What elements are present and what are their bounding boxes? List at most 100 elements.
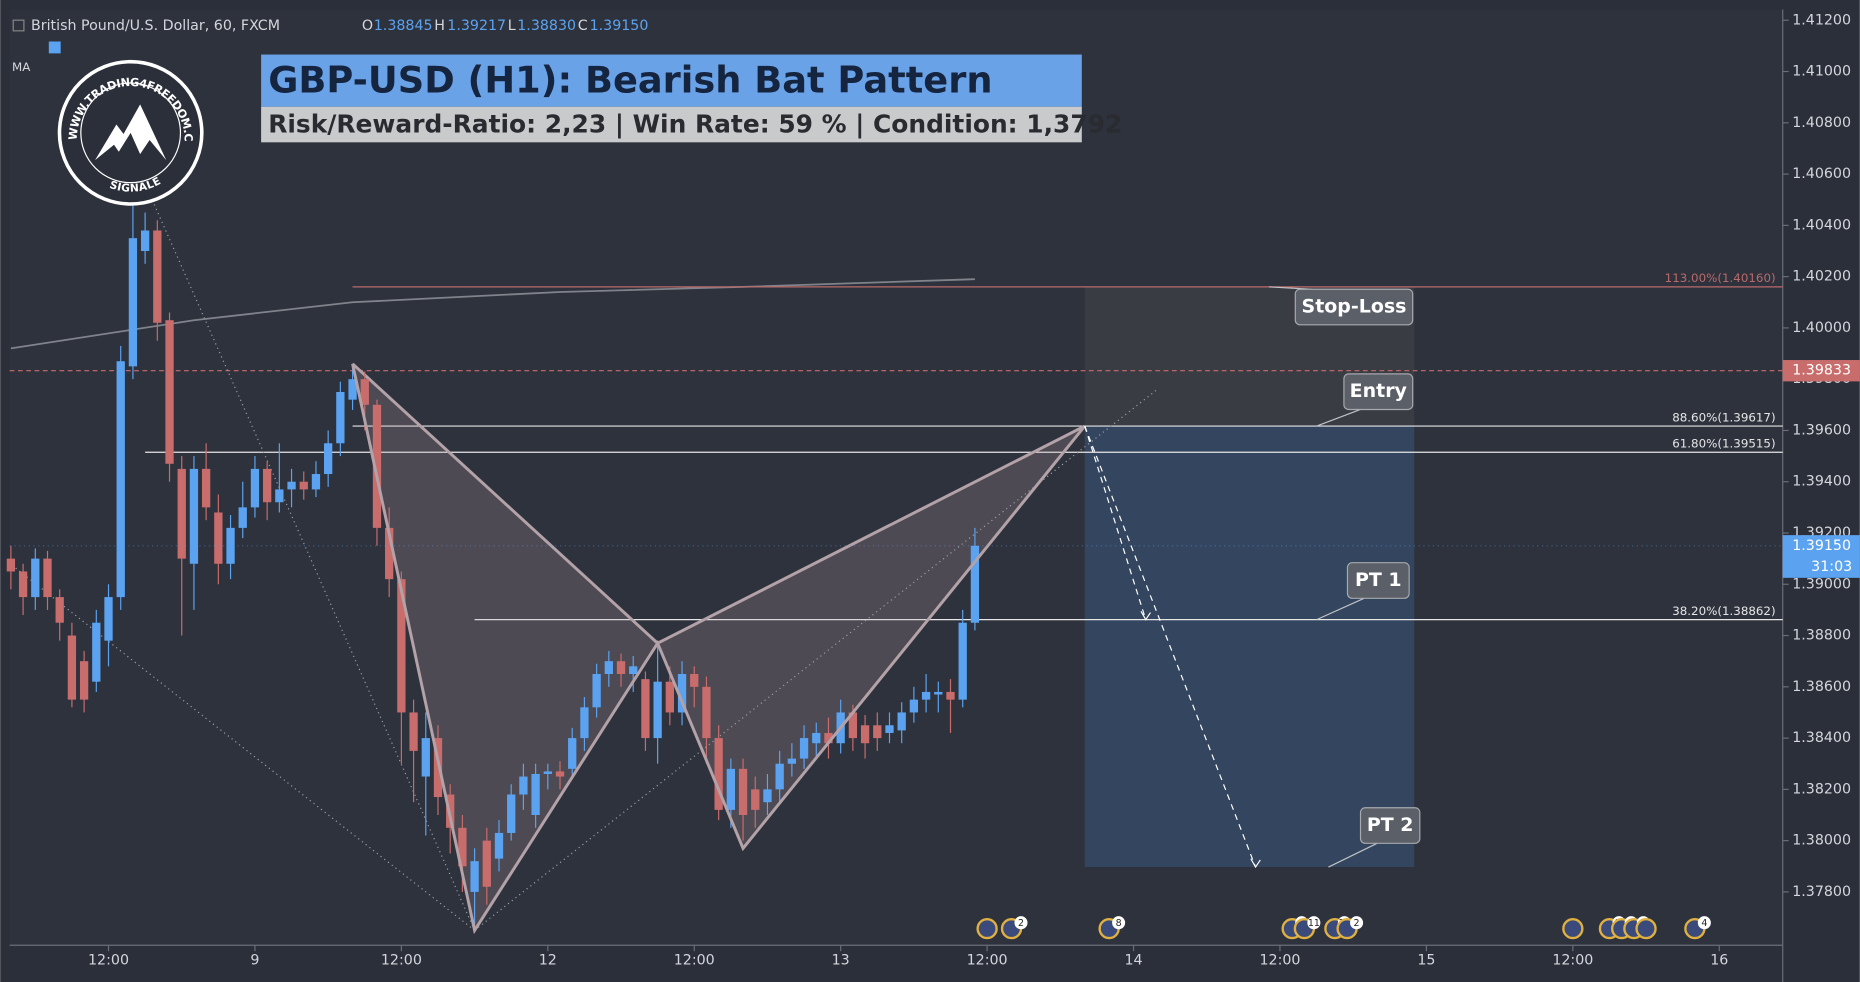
candle-body <box>848 712 858 739</box>
fib-label: 113.00%(1.40160) <box>1665 271 1776 285</box>
candle-body <box>677 673 687 713</box>
moving-average <box>10 278 975 350</box>
candle-body <box>458 827 467 867</box>
candle-body <box>555 771 565 777</box>
marker-price-box <box>1782 360 1860 382</box>
logo-ring <box>80 82 182 184</box>
pattern-fill <box>657 426 1085 849</box>
subtitle: Risk/Reward-Ratio: 2,23 | Win Rate: 59 %… <box>268 110 1122 139</box>
candle-body <box>873 725 882 739</box>
candle-body <box>519 776 528 795</box>
candle-body <box>738 768 748 815</box>
callout-label: Entry <box>1350 380 1408 402</box>
candle-body <box>116 361 125 598</box>
candle-body <box>726 768 736 810</box>
candle-body <box>751 789 760 810</box>
candle-body <box>92 622 101 682</box>
symbol: British Pound/U.S. Dollar, 60, FXCM <box>31 18 280 34</box>
fib-label: 38.20%(1.38862) <box>1672 604 1775 618</box>
candle-body <box>934 691 943 695</box>
callout-label: PT 2 <box>1367 814 1414 836</box>
last-price-label: 1.39150 <box>1792 538 1851 554</box>
callout-pointer <box>1328 842 1378 868</box>
x-tick-label: 13 <box>832 953 850 969</box>
y-tick-label: 1.38000 <box>1792 833 1851 849</box>
candle-body <box>55 597 64 623</box>
title-box <box>261 54 1082 107</box>
candle-body <box>263 468 272 503</box>
countdown: 31:03 <box>1811 559 1852 575</box>
callout-box <box>1359 807 1421 844</box>
fib-label: 88.60%(1.39617) <box>1672 410 1775 424</box>
pattern-diagonal <box>656 424 1086 645</box>
y-tick-label: 1.40000 <box>1792 320 1851 336</box>
candle-body <box>763 789 772 803</box>
icon <box>12 19 25 32</box>
candle-body <box>67 635 77 700</box>
x-tick-label: 12:00 <box>1259 953 1300 969</box>
candle-body <box>690 673 699 687</box>
candle-body <box>629 666 638 674</box>
y-tick-label: 1.40800 <box>1792 115 1851 131</box>
callout-box <box>1294 288 1414 326</box>
ohlc-key: O <box>362 18 373 34</box>
y-tick-label: 1.38400 <box>1792 730 1851 746</box>
ohlc-value: 1.39217 <box>447 18 506 34</box>
candle-body <box>128 238 138 367</box>
candle-body <box>299 481 308 490</box>
callout-box <box>1343 373 1414 411</box>
marker-price-label: 1.39833 <box>1792 363 1851 379</box>
y-tick-label: 1.40600 <box>1792 166 1851 182</box>
y-tick-label: 1.38800 <box>1792 628 1851 644</box>
event-badge <box>1350 916 1364 930</box>
plot-area <box>9 9 1783 946</box>
x-tick-label: 15 <box>1417 953 1435 969</box>
callout-pointer <box>1316 597 1365 621</box>
event-badge-label: 2 <box>1018 918 1024 929</box>
candle-body <box>201 468 211 508</box>
candle-body <box>860 725 870 744</box>
candle-body <box>885 725 894 733</box>
candle-body <box>568 738 577 769</box>
candle-body <box>238 507 247 528</box>
pattern-guide <box>9 562 475 931</box>
callout-box <box>1346 562 1410 599</box>
candle-body <box>104 597 113 641</box>
candle-body <box>275 489 284 503</box>
x-tick-label: 12:00 <box>1552 953 1593 969</box>
candle-body <box>165 320 174 464</box>
callout-label: PT 1 <box>1355 569 1402 591</box>
ohlc-value: 1.38830 <box>517 18 576 34</box>
x-tick-label: 12:00 <box>381 953 422 969</box>
candle-body <box>348 379 357 400</box>
candle-body <box>714 738 723 810</box>
event-badge <box>1112 916 1126 930</box>
candle-body <box>31 558 40 598</box>
candle-body <box>79 661 89 700</box>
arrow-head <box>1140 611 1151 621</box>
arrow-head <box>1250 858 1261 869</box>
y-tick-label: 1.38600 <box>1792 679 1851 695</box>
candle-body <box>787 758 797 764</box>
candle-body <box>470 861 479 892</box>
indicator-name: MA <box>12 60 30 74</box>
y-tick-label: 1.38200 <box>1792 781 1851 797</box>
event-badge <box>1307 916 1321 930</box>
candle-body <box>580 707 589 739</box>
candle-body <box>43 558 52 598</box>
logo-mountain <box>95 104 167 161</box>
y-tick-label: 1.39400 <box>1792 474 1851 490</box>
candle-body <box>592 673 601 708</box>
y-tick-label: 1.41000 <box>1792 64 1851 80</box>
candle-body <box>153 230 162 323</box>
candle-body <box>921 691 931 700</box>
candle-body <box>641 679 650 739</box>
candle-body <box>702 686 711 739</box>
candle-body <box>604 661 613 674</box>
candle-body <box>385 527 394 580</box>
candle-body <box>665 681 674 713</box>
candle-body <box>531 773 540 815</box>
callout-pointer <box>1316 408 1361 427</box>
event-icon <box>1635 917 1657 940</box>
